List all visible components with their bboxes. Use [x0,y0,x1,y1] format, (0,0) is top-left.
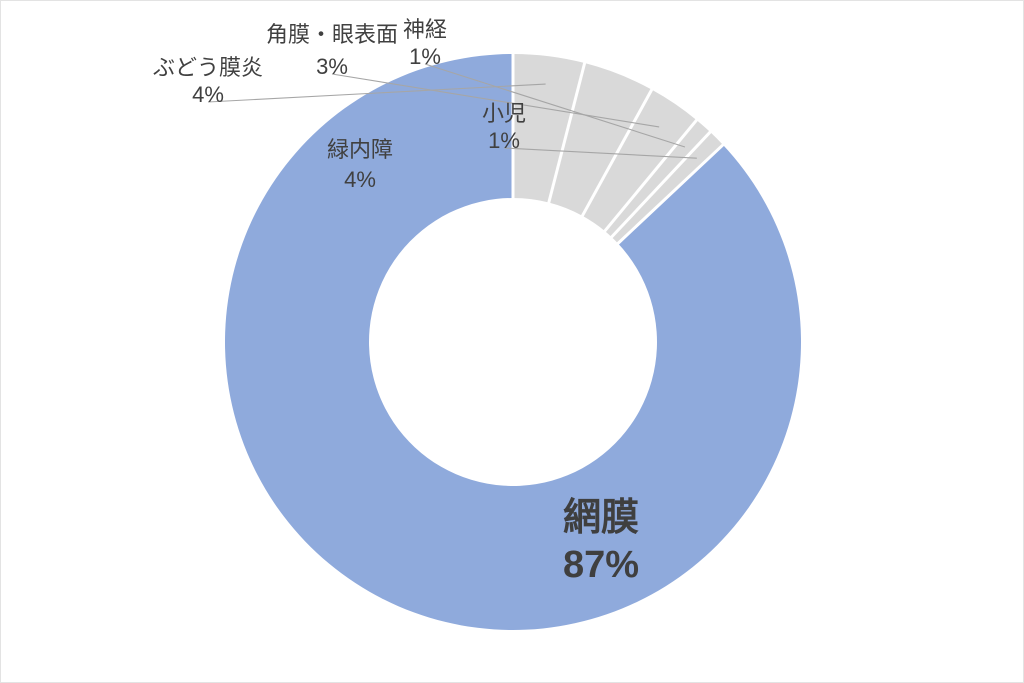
donut-slice[interactable] [611,132,723,244]
leader-line [207,83,546,103]
slice-label-value: 4% [344,167,376,192]
leader-line [503,147,697,159]
slice-label-value: 3% [316,54,348,79]
slice-separator [602,118,699,233]
donut-slice[interactable] [513,54,585,203]
slice-label-value: 1% [488,128,520,153]
slice-label-name: 神経 [403,17,447,42]
slice-label-name: 網膜 [563,497,639,539]
slice-label-name: ぶどう膜炎 [153,55,263,80]
slice-label-value: 1% [409,44,441,69]
slice-separator [616,143,725,246]
slice-label-name: 緑内障 [327,137,393,162]
leader-lines [207,63,697,159]
slice-separator [547,61,587,204]
slice-separator [580,88,654,218]
slice-separators [511,53,725,246]
slice-label-name: 小児 [482,101,526,126]
leader-line [331,73,660,128]
slice-label-name: 角膜・眼表面 [266,22,398,47]
donut-slices [225,54,802,631]
donut-slice[interactable] [604,120,711,238]
donut-slice[interactable] [548,63,652,216]
donut-slice[interactable] [582,89,697,232]
donut-slice[interactable] [225,54,802,631]
slice-label-value: 87% [563,544,639,586]
leader-line [424,63,686,148]
slice-separator [609,130,712,239]
slice-label-value: 4% [192,82,224,107]
